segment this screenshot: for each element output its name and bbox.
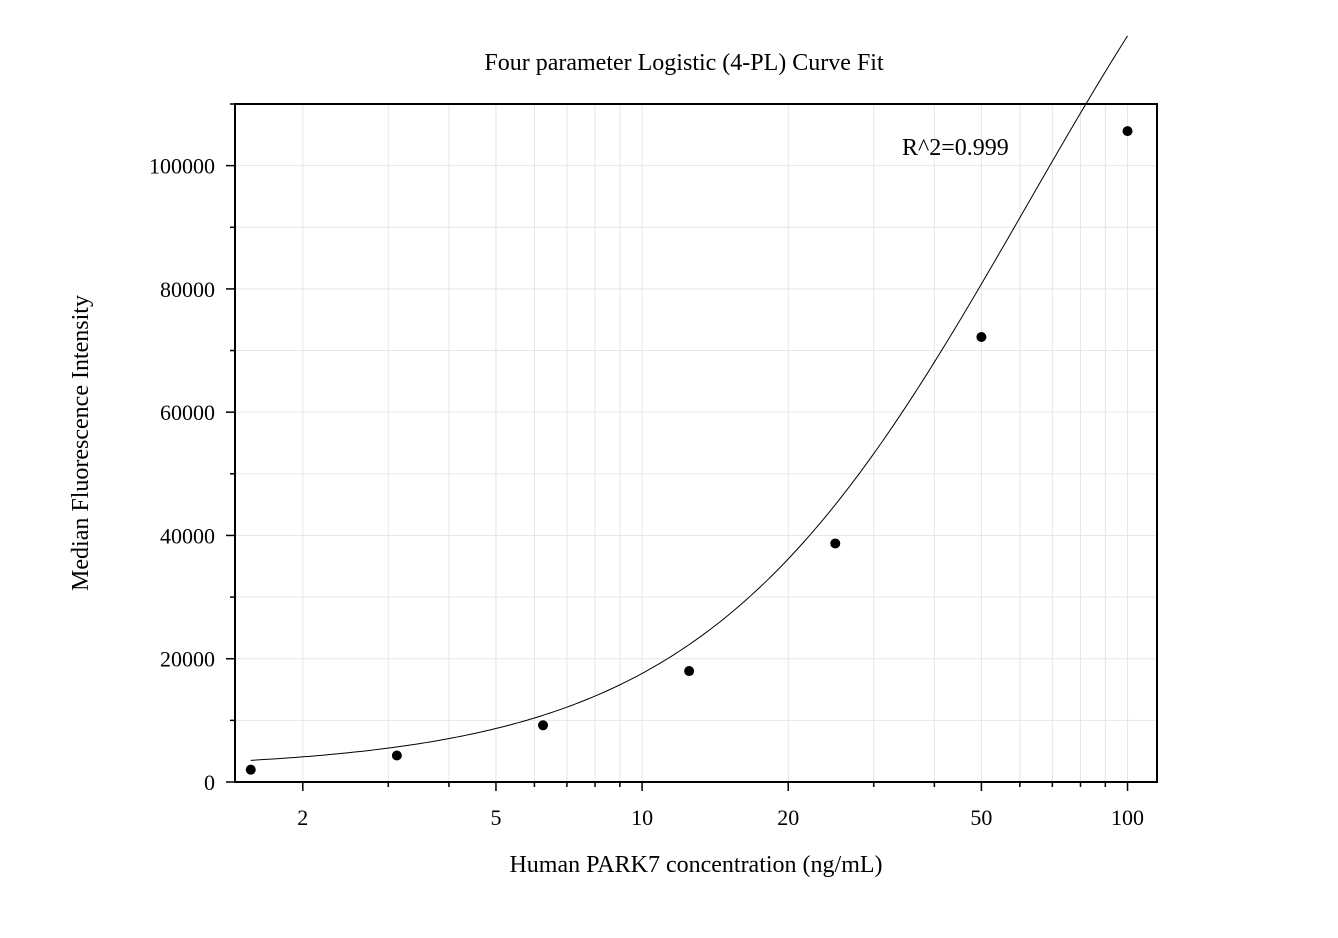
- grid: [235, 103, 1157, 783]
- y-axis-label: Median Fluorescence Intensity: [68, 295, 94, 591]
- data-point: [1122, 126, 1133, 137]
- y-tick-label: 100000: [149, 154, 215, 179]
- x-tick-label: 2: [297, 805, 308, 830]
- x-tick-label: 10: [631, 805, 653, 830]
- x-tick-label: 20: [777, 805, 799, 830]
- axis-ticks: [226, 103, 1129, 791]
- chart-title: Four parameter Logistic (4-PL) Curve Fit: [484, 50, 884, 76]
- y-tick-label: 60000: [160, 400, 215, 425]
- data-points: [245, 126, 1133, 775]
- data-point: [245, 764, 256, 775]
- data-point: [976, 331, 987, 342]
- y-tick-label: 40000: [160, 523, 215, 548]
- fit-curve: [250, 35, 1128, 761]
- data-point: [684, 666, 695, 677]
- data-point: [538, 720, 549, 731]
- x-tick-labels: 2 5 10 20 50 100: [297, 805, 1144, 830]
- x-tick-label: 100: [1111, 805, 1144, 830]
- plot-area-frame: [234, 103, 1158, 783]
- data-point: [391, 750, 402, 761]
- y-tick-label: 20000: [160, 647, 215, 672]
- y-tick-labels: 0 20000 40000 60000 80000 100000: [149, 154, 215, 795]
- x-tick-label: 50: [970, 805, 992, 830]
- r-squared-annotation: R^2=0.999: [902, 135, 1009, 161]
- x-tick-label: 5: [490, 805, 501, 830]
- y-tick-label: 80000: [160, 277, 215, 302]
- y-tick-label: 0: [204, 770, 215, 795]
- x-axis-label: Human PARK7 concentration (ng/mL): [509, 852, 882, 878]
- data-point: [830, 538, 841, 549]
